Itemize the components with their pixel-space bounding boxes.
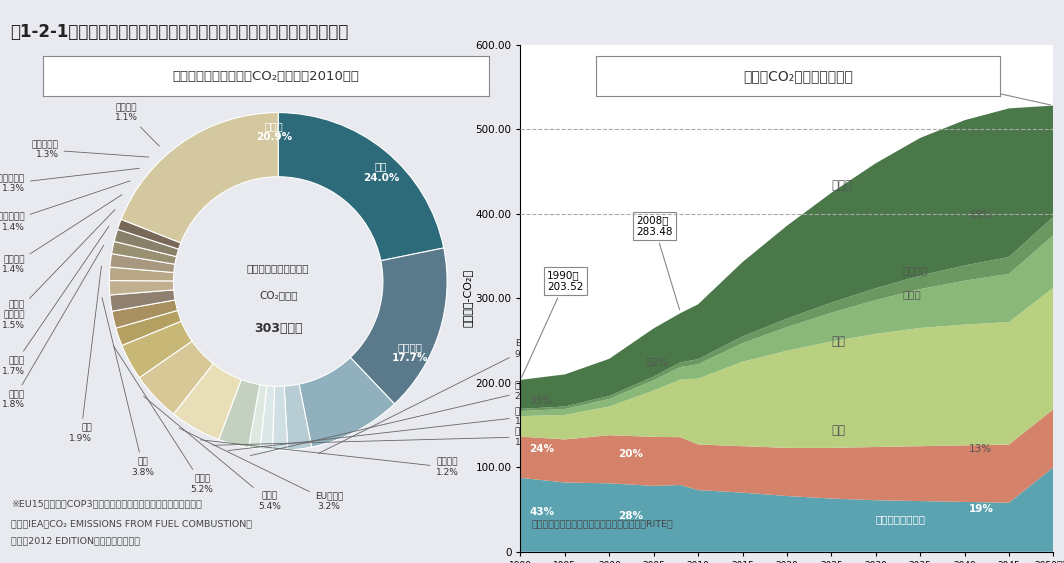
Text: その他: その他 <box>831 178 852 191</box>
Text: インド: インド <box>902 289 921 299</box>
Text: ブラジル
1.1%: ブラジル 1.1% <box>115 103 160 146</box>
Text: 1990年
203.52: 1990年 203.52 <box>521 270 583 377</box>
Wedge shape <box>260 386 275 450</box>
Text: ※EU15ヶ国は、COP3（京都会議）開催時点での加盟国数である: ※EU15ヶ国は、COP3（京都会議）開催時点での加盟国数である <box>11 500 201 509</box>
Text: イタリア
1.3%: イタリア 1.3% <box>213 427 537 446</box>
Text: 世界のエネルギー起源: 世界のエネルギー起源 <box>247 263 310 273</box>
Text: EU15
9.8%: EU15 9.8% <box>318 339 538 454</box>
Wedge shape <box>110 267 173 281</box>
Wedge shape <box>139 341 213 414</box>
Wedge shape <box>278 113 444 261</box>
Wedge shape <box>219 379 260 448</box>
Text: 資料：IEA「CO₂ EMISSIONS FROM FUEL COMBUSTION」: 資料：IEA「CO₂ EMISSIONS FROM FUEL COMBUSTIO… <box>11 520 252 529</box>
Wedge shape <box>110 280 173 295</box>
Wedge shape <box>112 242 177 264</box>
Wedge shape <box>248 385 267 449</box>
Y-axis label: （億トン-CO₂）: （億トン-CO₂） <box>463 269 472 328</box>
Text: ロシア
5.2%: ロシア 5.2% <box>114 346 214 494</box>
Text: イラン
1.7%: イラン 1.7% <box>2 226 109 376</box>
Text: 303億トン: 303億トン <box>254 322 302 336</box>
Wedge shape <box>117 220 181 249</box>
Wedge shape <box>121 113 278 243</box>
Wedge shape <box>116 310 181 346</box>
Text: 2050年
528.31: 2050年 528.31 <box>894 64 1050 105</box>
Wedge shape <box>284 384 312 450</box>
Text: フランス
1.2%: フランス 1.2% <box>200 440 459 477</box>
Wedge shape <box>173 364 242 440</box>
Text: その他
20.9%: その他 20.9% <box>255 121 292 142</box>
Text: 2008年
283.48: 2008年 283.48 <box>636 216 680 310</box>
Text: 24%: 24% <box>530 444 554 454</box>
Wedge shape <box>272 386 288 450</box>
Text: 世界のエネルギー起源CO₂排出量（2010年）: 世界のエネルギー起源CO₂排出量（2010年） <box>172 69 360 83</box>
Wedge shape <box>110 254 174 272</box>
Text: 日本
3.8%: 日本 3.8% <box>102 298 154 477</box>
Text: 中国
24.0%: 中国 24.0% <box>363 162 399 183</box>
Text: カナダ
1.8%: カナダ 1.8% <box>2 245 103 409</box>
Wedge shape <box>350 248 447 404</box>
Text: 13%: 13% <box>969 444 992 454</box>
Text: アメリカ
17.7%: アメリカ 17.7% <box>392 342 429 363</box>
Wedge shape <box>110 290 176 311</box>
Text: 南アフリカ
1.3%: 南アフリカ 1.3% <box>32 140 149 159</box>
Text: 米国: 米国 <box>831 423 845 436</box>
Text: 韓国
1.9%: 韓国 1.9% <box>69 266 101 443</box>
Text: 世界のCO₂排出長期見通し: 世界のCO₂排出長期見通し <box>743 69 853 83</box>
Wedge shape <box>299 358 395 447</box>
Text: 英国
1.6%: 英国 1.6% <box>229 407 537 450</box>
Text: 28%: 28% <box>618 511 643 521</box>
Text: CO₂排出量: CO₂排出量 <box>259 290 298 300</box>
Wedge shape <box>122 321 193 378</box>
Text: 図1-2-1　世界のエネルギー起源二酸化炭素の国別排出量とその見通し: 図1-2-1 世界のエネルギー起源二酸化炭素の国別排出量とその見通し <box>11 23 349 41</box>
Text: インド
5.4%: インド 5.4% <box>144 396 281 511</box>
Text: サウジ
アラビア
1.5%: サウジ アラビア 1.5% <box>2 209 115 330</box>
Text: ブラジル: ブラジル <box>902 265 928 275</box>
Text: 19%: 19% <box>969 504 994 514</box>
Text: 削減義務のある国: 削減義務のある国 <box>876 514 926 524</box>
Text: EUその他
3.2%: EUその他 3.2% <box>179 428 343 511</box>
Wedge shape <box>114 229 179 257</box>
Text: インドネシア
1.3%: インドネシア 1.3% <box>0 168 139 193</box>
Text: 43%: 43% <box>530 507 554 517</box>
Text: 2012 EDITIONを元に環境省作成: 2012 EDITIONを元に環境省作成 <box>11 537 139 546</box>
Text: メキシコ
1.4%: メキシコ 1.4% <box>2 195 122 274</box>
Text: 52%: 52% <box>645 358 668 368</box>
Text: ドイツ
2.5%: ドイツ 2.5% <box>250 382 537 455</box>
Text: 33%: 33% <box>530 396 552 406</box>
Text: オーストラリア
1.4%: オーストラリア 1.4% <box>0 181 130 232</box>
Text: 中国: 中国 <box>831 335 845 348</box>
Text: 資料：財団法人地球環境産業技術研究機構（RITE）: 資料：財団法人地球環境産業技術研究機構（RITE） <box>532 520 674 529</box>
Wedge shape <box>112 300 178 328</box>
Text: 69%: 69% <box>969 210 992 220</box>
Text: 20%: 20% <box>618 449 643 459</box>
